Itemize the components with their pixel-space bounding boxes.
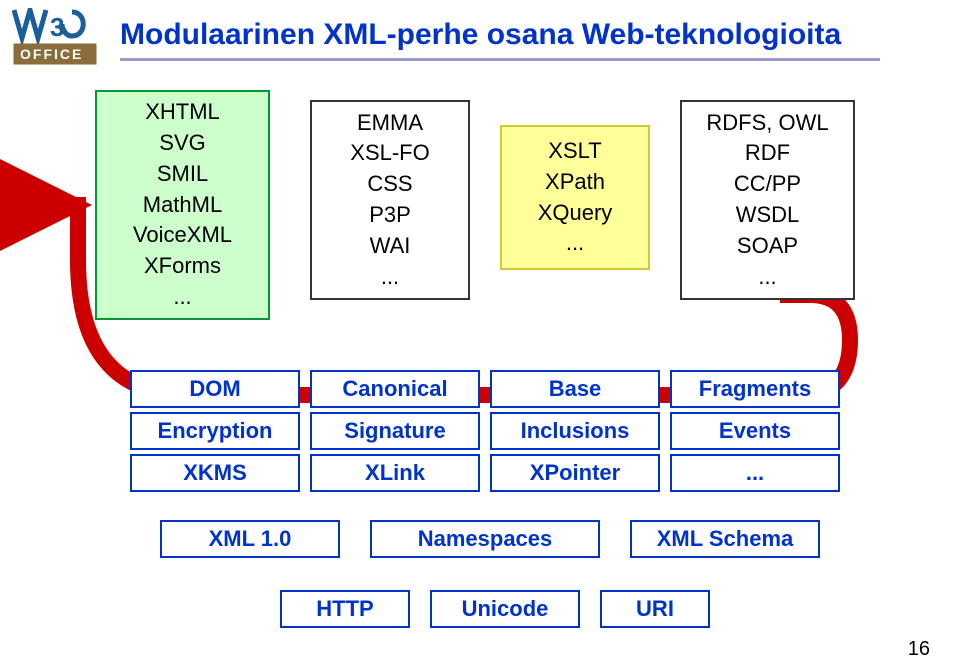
col-item: XPath (502, 167, 648, 198)
title-underline (120, 58, 880, 61)
col-item: WSDL (682, 200, 853, 231)
cell-uri: URI (600, 590, 710, 628)
cell-xpointer: XPointer (490, 454, 660, 492)
cell-signature: Signature (310, 412, 480, 450)
cell-xlink: XLink (310, 454, 480, 492)
col-item: XSL-FO (312, 138, 468, 169)
w3c-logo: 3 OFFICE (12, 8, 102, 68)
col-item: XForms (97, 251, 268, 282)
col-item: ... (97, 282, 268, 313)
cell-events: Events (670, 412, 840, 450)
svg-text:OFFICE: OFFICE (20, 46, 83, 62)
cell-encryption: Encryption (130, 412, 300, 450)
col-item: SVG (97, 128, 268, 159)
column-emma: EMMA XSL-FO CSS P3P WAI ... (310, 100, 470, 300)
col-item: EMMA (312, 108, 468, 139)
col-item: RDF (682, 138, 853, 169)
cell-fragments: Fragments (670, 370, 840, 408)
col-item: RDFS, OWL (682, 108, 853, 139)
cell-inclusions: Inclusions (490, 412, 660, 450)
col-item: XHTML (97, 97, 268, 128)
cell-http: HTTP (280, 590, 410, 628)
cell-canonical: Canonical (310, 370, 480, 408)
column-xslt: XSLT XPath XQuery ... (500, 125, 650, 270)
column-rdfs: RDFS, OWL RDF CC/PP WSDL SOAP ... (680, 100, 855, 300)
col-item: WAI (312, 231, 468, 262)
col-item: ... (502, 228, 648, 259)
page-title: Modulaarinen XML-perhe osana Web-teknolo… (120, 18, 841, 52)
col-item: ... (682, 262, 853, 293)
column-xhtml: XHTML SVG SMIL MathML VoiceXML XForms ..… (95, 90, 270, 320)
cell-xml10: XML 1.0 (160, 520, 340, 558)
cell-namespaces: Namespaces (370, 520, 600, 558)
col-item: CC/PP (682, 169, 853, 200)
page-number: 16 (908, 638, 930, 661)
cell-xmlschema: XML Schema (630, 520, 820, 558)
col-item: XQuery (502, 198, 648, 229)
cell-dots: ... (670, 454, 840, 492)
col-item: SMIL (97, 159, 268, 190)
col-item: VoiceXML (97, 220, 268, 251)
cell-base: Base (490, 370, 660, 408)
cell-dom: DOM (130, 370, 300, 408)
col-item: CSS (312, 169, 468, 200)
col-item: SOAP (682, 231, 853, 262)
col-item: XSLT (502, 136, 648, 167)
cell-unicode: Unicode (430, 590, 580, 628)
col-item: ... (312, 262, 468, 293)
col-item: MathML (97, 190, 268, 221)
col-item: P3P (312, 200, 468, 231)
cell-xkms: XKMS (130, 454, 300, 492)
